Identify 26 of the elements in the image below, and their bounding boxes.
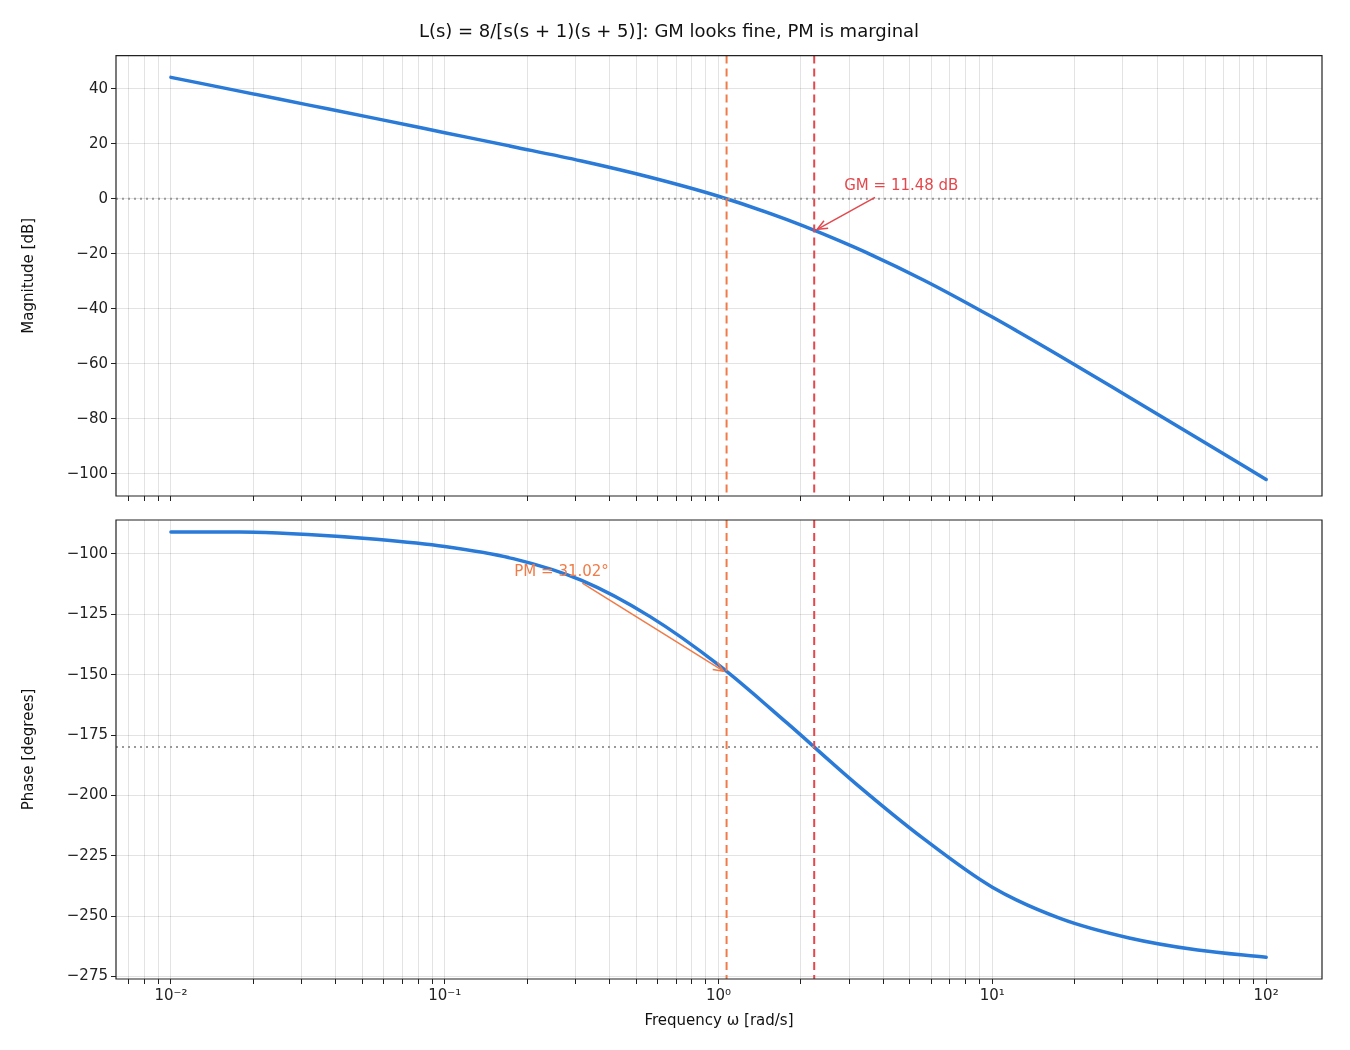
- chart-title: L(s) = 8/[s(s + 1)(s + 5)]: GM looks fine, PM is marginal: [418, 20, 920, 42]
- annotation: GM = 11.48 dB: [844, 176, 959, 195]
- y-tick-label: 20: [88, 133, 108, 152]
- y-tick-label: −275: [66, 966, 108, 985]
- x-tick-label: 10⁰: [705, 985, 732, 1004]
- x-tick-label: 10⁻¹: [428, 985, 462, 1004]
- y-tick-label: −200: [66, 785, 108, 804]
- y-tick-label: −125: [66, 604, 108, 623]
- x-axis-title: Frequency ω [rad/s]: [644, 1010, 794, 1029]
- y-tick-label: 0: [98, 188, 108, 207]
- y-tick-label: −175: [66, 724, 108, 743]
- y-tick-label: −60: [76, 353, 108, 372]
- y-tick-label: −100: [66, 543, 108, 562]
- y-tick-label: −20: [76, 243, 108, 262]
- y-tick-label: −100: [66, 463, 108, 482]
- x-tick-label: 10²: [1253, 985, 1279, 1004]
- x-tick-label: 10⁻²: [154, 985, 188, 1004]
- y-tick-label: −150: [66, 664, 108, 683]
- y-tick-label: 40: [88, 78, 108, 97]
- x-tick-label: 10¹: [979, 985, 1005, 1004]
- y-tick-label: −80: [76, 408, 108, 427]
- y-tick-label: −250: [66, 906, 108, 925]
- y-axis-title: Magnitude [dB]: [18, 217, 37, 334]
- y-axis-title: Phase [degrees]: [18, 688, 37, 811]
- y-tick-label: −40: [76, 298, 108, 317]
- y-tick-label: −225: [66, 845, 108, 864]
